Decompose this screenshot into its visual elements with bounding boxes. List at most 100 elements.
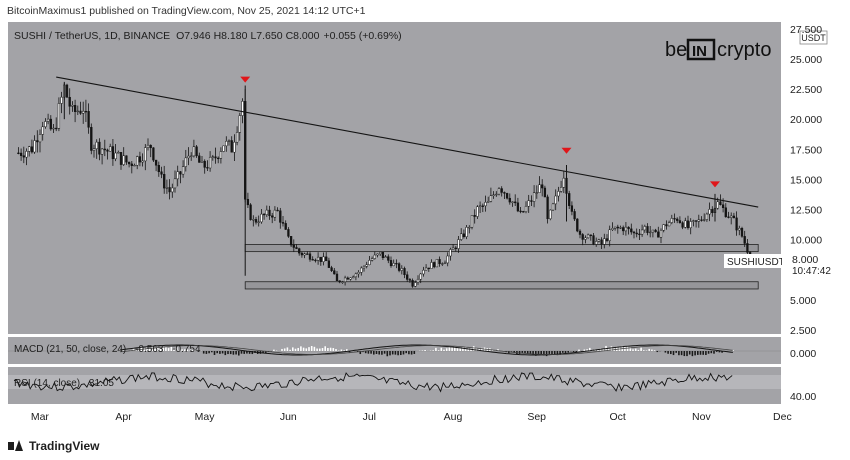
candle <box>365 261 368 269</box>
candle-body <box>373 254 376 259</box>
candle-body <box>541 184 544 189</box>
candle-body <box>619 227 622 229</box>
candle-body <box>136 156 139 166</box>
candle <box>41 121 44 141</box>
candle <box>624 222 628 236</box>
candle-body <box>559 186 563 192</box>
y-tick-label: 12.500 <box>790 205 822 217</box>
candle-body <box>441 263 444 265</box>
candle <box>549 209 552 221</box>
currency-label-text: USDT <box>801 33 826 43</box>
symbol-legend: SUSHI / TetherUS, 1D, BINANCE O7.946 H8.1… <box>14 30 402 42</box>
candle <box>287 227 290 238</box>
candle-body <box>203 160 206 168</box>
candle-body <box>303 253 306 256</box>
resistance-marker <box>710 181 720 188</box>
resistance-marker <box>561 147 572 154</box>
candle <box>595 237 598 247</box>
candle-body <box>187 155 190 159</box>
candle-body <box>624 226 628 232</box>
candle-body <box>319 256 322 262</box>
candle <box>422 266 425 277</box>
candle-body <box>119 152 123 165</box>
chart-svg[interactable]: be IN crypto SUSHI / TetherUS, 1D, BINAN… <box>0 22 850 430</box>
candle <box>449 247 452 261</box>
candle <box>538 176 541 193</box>
tradingview-footer[interactable]: TradingView <box>8 438 99 454</box>
candle-body <box>87 111 90 128</box>
candle-body <box>260 213 263 223</box>
candle <box>508 193 511 205</box>
candle-body <box>200 160 204 163</box>
candle-body <box>632 231 636 234</box>
currency-label[interactable]: USDT <box>799 30 828 45</box>
candle <box>562 170 565 194</box>
candle <box>330 265 333 273</box>
candle <box>673 213 676 223</box>
candle <box>308 251 312 262</box>
candle-body <box>154 159 158 166</box>
candle-body <box>103 148 106 151</box>
candle <box>71 101 74 112</box>
candle <box>90 123 93 155</box>
candle-body <box>125 155 128 163</box>
candle-body <box>703 219 706 221</box>
candle <box>541 179 544 197</box>
candle-body <box>284 223 287 230</box>
candle <box>435 259 439 268</box>
candle <box>111 139 115 166</box>
candle <box>460 228 463 241</box>
candle <box>295 244 298 249</box>
candle-body <box>38 134 42 143</box>
candle <box>640 224 644 237</box>
candle-body <box>206 167 209 169</box>
candle <box>557 186 560 202</box>
candle-body <box>557 191 560 197</box>
candle <box>60 91 63 114</box>
legend-ohlc-key: H <box>214 30 222 42</box>
candle-body <box>298 248 301 254</box>
candle-body <box>287 229 290 237</box>
candle <box>708 202 711 222</box>
price-axis[interactable]: 2.5005.0007.50010.00012.50015.00017.5002… <box>790 24 822 337</box>
candle <box>657 226 660 238</box>
candle-body <box>235 132 239 143</box>
candle-body <box>292 244 295 248</box>
time-axis[interactable]: Mar Apr May Jun Jul Aug Sep Oct Nov Dec <box>31 411 792 423</box>
candle <box>82 101 85 124</box>
candle-body <box>476 206 479 217</box>
candle <box>114 144 117 162</box>
candle-body <box>330 267 333 271</box>
chart-area[interactable]: be IN crypto SUSHI / TetherUS, 1D, BINAN… <box>0 22 850 430</box>
candle-body <box>127 161 131 165</box>
candle-body <box>538 184 541 193</box>
candle-body <box>643 226 646 231</box>
candle <box>600 237 603 249</box>
candle-body <box>543 187 547 198</box>
candle <box>667 220 671 227</box>
candle <box>154 159 158 172</box>
candle <box>233 134 236 162</box>
macd-y-tick: 0.000 <box>790 348 816 360</box>
candle-body <box>17 152 20 154</box>
candle-body <box>208 156 212 169</box>
y-tick-label: 22.500 <box>790 84 822 96</box>
candle-body <box>408 279 412 281</box>
candle <box>206 160 209 171</box>
legend-ohlc-value: 7.946 <box>184 30 210 42</box>
candle <box>122 147 125 167</box>
candle-body <box>122 155 125 165</box>
candle <box>686 215 690 230</box>
tradingview-logo-icon <box>8 440 24 452</box>
candle <box>379 251 382 256</box>
candle <box>578 229 582 239</box>
candle-body <box>705 213 709 220</box>
candle-body <box>576 218 579 232</box>
candle-body <box>230 140 233 153</box>
candle <box>322 252 325 266</box>
candle <box>246 192 250 208</box>
candle-body <box>376 253 379 256</box>
candle <box>133 163 136 167</box>
candle-body <box>306 253 309 255</box>
candle <box>416 275 420 285</box>
